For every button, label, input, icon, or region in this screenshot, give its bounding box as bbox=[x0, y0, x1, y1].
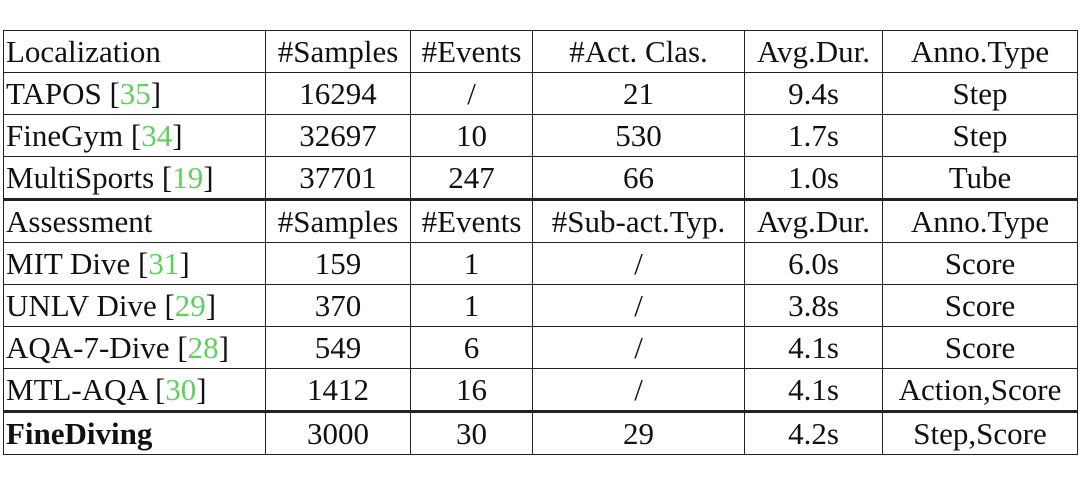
citation: 19 bbox=[172, 160, 204, 195]
cell: 4.1s bbox=[744, 368, 883, 413]
cell: 9.4s bbox=[744, 72, 883, 115]
cell: Score bbox=[882, 326, 1078, 369]
cell: Score bbox=[882, 284, 1078, 327]
header-row: Assessment #Samples #Events #Sub-act.Typ. Av… bbox=[3, 199, 1078, 243]
cell: Step bbox=[882, 114, 1078, 157]
cell: 370 bbox=[265, 284, 411, 327]
bracket: ] bbox=[179, 246, 190, 281]
header-cell: Avg.Dur. bbox=[744, 199, 883, 243]
header-cell: #Events bbox=[410, 30, 533, 73]
cell: / bbox=[532, 284, 745, 327]
cell: 1.0s bbox=[744, 156, 883, 201]
header-cell: Assessment bbox=[3, 199, 266, 243]
data-row: MultiSports [19] 37701 247 66 1.0s Tube bbox=[3, 156, 1078, 201]
dataset-name: FineGym [ bbox=[6, 118, 142, 153]
citation: 30 bbox=[165, 372, 197, 407]
cell: / bbox=[532, 368, 745, 413]
data-row: MTL-AQA [30] 1412 16/4.1s Action,Score bbox=[3, 368, 1078, 413]
name-cell: AQA-7-Dive [28] bbox=[3, 326, 266, 369]
bracket: ] bbox=[205, 288, 217, 323]
cell: 1 bbox=[410, 242, 533, 285]
dataset-name: TAPOS [ bbox=[6, 76, 120, 111]
citation: 35 bbox=[119, 76, 151, 111]
cell: 66 bbox=[532, 156, 745, 201]
cell: Step bbox=[882, 72, 1078, 115]
cell: 6 bbox=[410, 326, 533, 369]
name-cell: MTL-AQA [30] bbox=[3, 368, 266, 413]
final-row: FineDiving 3000 30 29 4.2s Step,Score bbox=[3, 411, 1078, 455]
cell: 4.1s bbox=[744, 326, 883, 369]
dataset-name: AQA-7-Dive [ bbox=[6, 330, 188, 365]
comparison-table: Localization #Samples #Events #Act. Clas. Av… bbox=[3, 30, 1078, 455]
dataset-name: MIT Dive [ bbox=[6, 246, 149, 281]
header-cell: #Events bbox=[410, 199, 533, 243]
header-cell: Anno.Type bbox=[882, 30, 1078, 73]
cell: 10 bbox=[410, 114, 533, 157]
cell: 4.2s bbox=[744, 411, 883, 455]
bracket: ] bbox=[218, 330, 229, 365]
data-row: MIT Dive [31] 159 1/6.0s Score bbox=[3, 242, 1078, 285]
bracket: ] bbox=[150, 76, 162, 111]
header-cell: #Sub-act.Typ. bbox=[532, 199, 745, 243]
cell: 1412 bbox=[265, 368, 411, 413]
name-cell: FineGym [34] bbox=[3, 114, 266, 157]
cell: / bbox=[532, 242, 745, 285]
dataset-name: MTL-AQA [ bbox=[6, 372, 166, 407]
cell: 6.0s bbox=[744, 242, 883, 285]
citation: 28 bbox=[187, 330, 219, 365]
name-cell: TAPOS [35] bbox=[3, 72, 266, 115]
bracket: ] bbox=[172, 118, 183, 153]
header-cell: #Samples bbox=[265, 199, 411, 243]
data-row: UNLV Dive [29] 370 1/3.8s Score bbox=[3, 284, 1078, 327]
bracket: ] bbox=[203, 160, 214, 195]
data-row: AQA-7-Dive [28] 549 6/4.1s Score bbox=[3, 326, 1078, 369]
name-cell: UNLV Dive [29] bbox=[3, 284, 266, 327]
citation: 31 bbox=[148, 246, 180, 281]
cell: 247 bbox=[410, 156, 533, 201]
cell: 1 bbox=[410, 284, 533, 327]
header-cell: Anno.Type bbox=[882, 199, 1078, 243]
header-row: Localization #Samples #Events #Act. Clas. Av… bbox=[3, 30, 1078, 73]
cell: Score bbox=[882, 242, 1078, 285]
cell: 21 bbox=[532, 72, 745, 115]
cell: / bbox=[410, 72, 533, 115]
cell: Tube bbox=[882, 156, 1078, 201]
header-cell: Localization bbox=[3, 30, 266, 73]
cell: 30 bbox=[410, 411, 533, 455]
cell: 16294 bbox=[265, 72, 411, 115]
cell: 3000 bbox=[265, 411, 411, 455]
cell: 3.8s bbox=[744, 284, 883, 327]
cell: 29 bbox=[532, 411, 745, 455]
citation: 29 bbox=[174, 288, 206, 323]
data-row: TAPOS [35] 16294/21 9.4s Step bbox=[3, 72, 1078, 115]
cell: 159 bbox=[265, 242, 411, 285]
data-row: FineGym [34] 32697 10 530 1.7s Step bbox=[3, 114, 1078, 157]
table-body: Localization #Samples #Events #Act. Clas. Av… bbox=[3, 30, 1078, 455]
cell: 16 bbox=[410, 368, 533, 413]
name-cell: MultiSports [19] bbox=[3, 156, 266, 201]
citation: 34 bbox=[141, 118, 173, 153]
name-cell: FineDiving bbox=[3, 411, 266, 455]
cell: Step,Score bbox=[882, 411, 1078, 455]
cell: / bbox=[532, 326, 745, 369]
bracket: ] bbox=[196, 372, 207, 407]
cell: 549 bbox=[265, 326, 411, 369]
dataset-name: MultiSports [ bbox=[6, 160, 173, 195]
header-cell: #Samples bbox=[265, 30, 411, 73]
cell: 37701 bbox=[265, 156, 411, 201]
cell: 1.7s bbox=[744, 114, 883, 157]
header-cell: #Act. Clas. bbox=[532, 30, 745, 73]
name-cell: MIT Dive [31] bbox=[3, 242, 266, 285]
dataset-name: UNLV Dive [ bbox=[6, 288, 175, 323]
cell: Action,Score bbox=[882, 368, 1078, 413]
cell: 32697 bbox=[265, 114, 411, 157]
cell: 530 bbox=[532, 114, 745, 157]
header-cell: Avg.Dur. bbox=[744, 30, 883, 73]
